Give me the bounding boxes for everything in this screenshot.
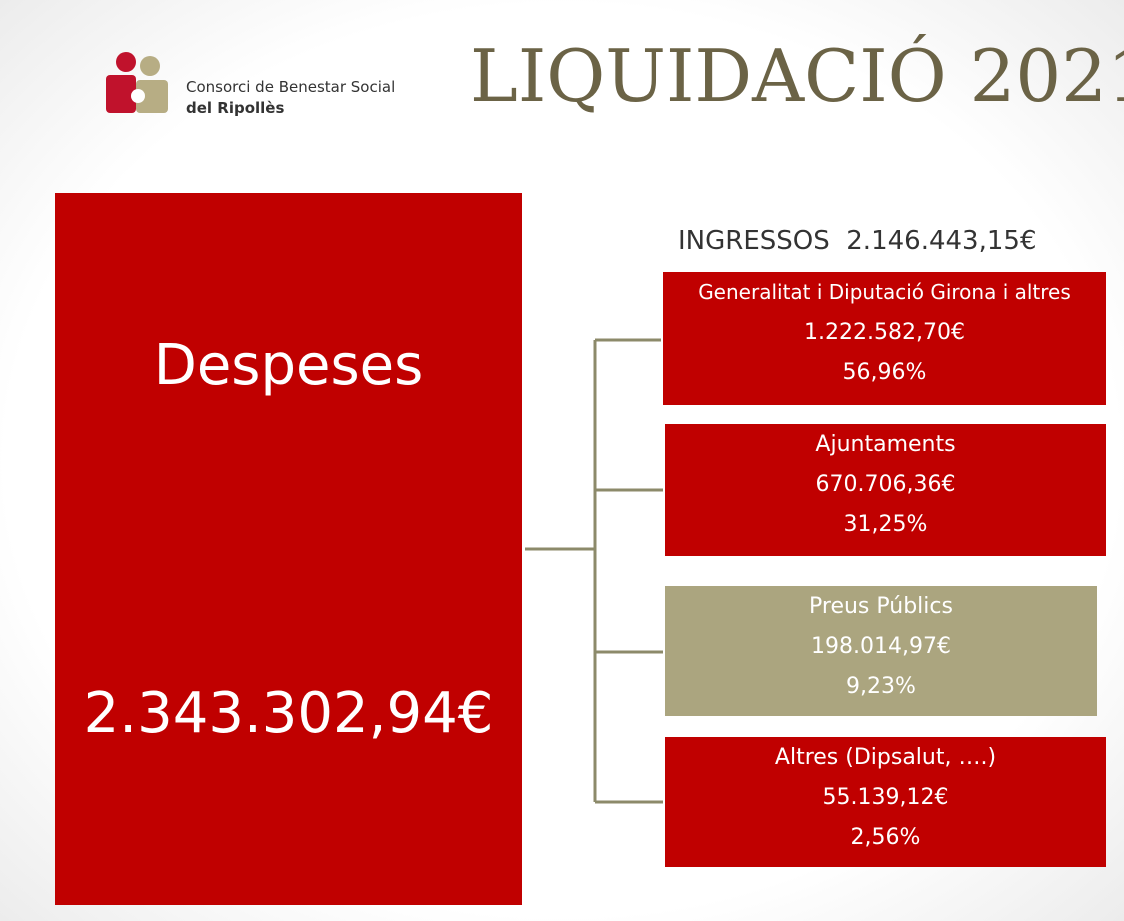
income-box: Altres (Dipsalut, ….) 55.139,12€ 2,56% <box>665 737 1106 867</box>
income-percent: 2,56% <box>850 825 921 850</box>
income-box: Ajuntaments 670.706,36€ 31,25% <box>665 424 1106 556</box>
income-amount: 55.139,12€ <box>822 785 949 810</box>
expenses-amount: 2.343.302,94€ <box>83 681 494 746</box>
income-percent: 31,25% <box>843 512 928 537</box>
income-name: Generalitat i Diputació Girona i altres <box>698 280 1071 304</box>
logo-text: del Ripollès <box>186 99 285 117</box>
income-amount: 2.146.443,15€ <box>846 226 1037 256</box>
expenses-label: Despeses <box>153 333 424 398</box>
income-box: Generalitat i Diputació Girona i altres 1… <box>663 272 1106 405</box>
income-percent: 9,23% <box>846 674 916 699</box>
income-label: INGRESSOS <box>678 226 830 256</box>
income-name: Altres (Dipsalut, ….) <box>774 745 997 770</box>
logo-text: Consorci de Benestar Social <box>186 78 396 96</box>
income-box: Preus Públics 198.014,97€ 9,23% <box>665 586 1097 716</box>
income-name: Preus Públics <box>809 594 953 619</box>
income-header: INGRESSOS 2.146.443,15€ <box>678 226 1036 256</box>
connectors <box>525 338 663 804</box>
income-percent: 56,96% <box>842 360 927 385</box>
income-amount: 670.706,36€ <box>815 472 956 497</box>
title: LIQUIDACIÓ 2021 <box>470 34 1124 118</box>
income-amount: 198.014,97€ <box>811 634 951 659</box>
logo-icon <box>106 52 168 113</box>
income-amount: 1.222.582,70€ <box>804 320 965 345</box>
expenses-box: Despeses 2.343.302,94€ <box>55 193 522 905</box>
income-name: Ajuntaments <box>815 432 956 457</box>
